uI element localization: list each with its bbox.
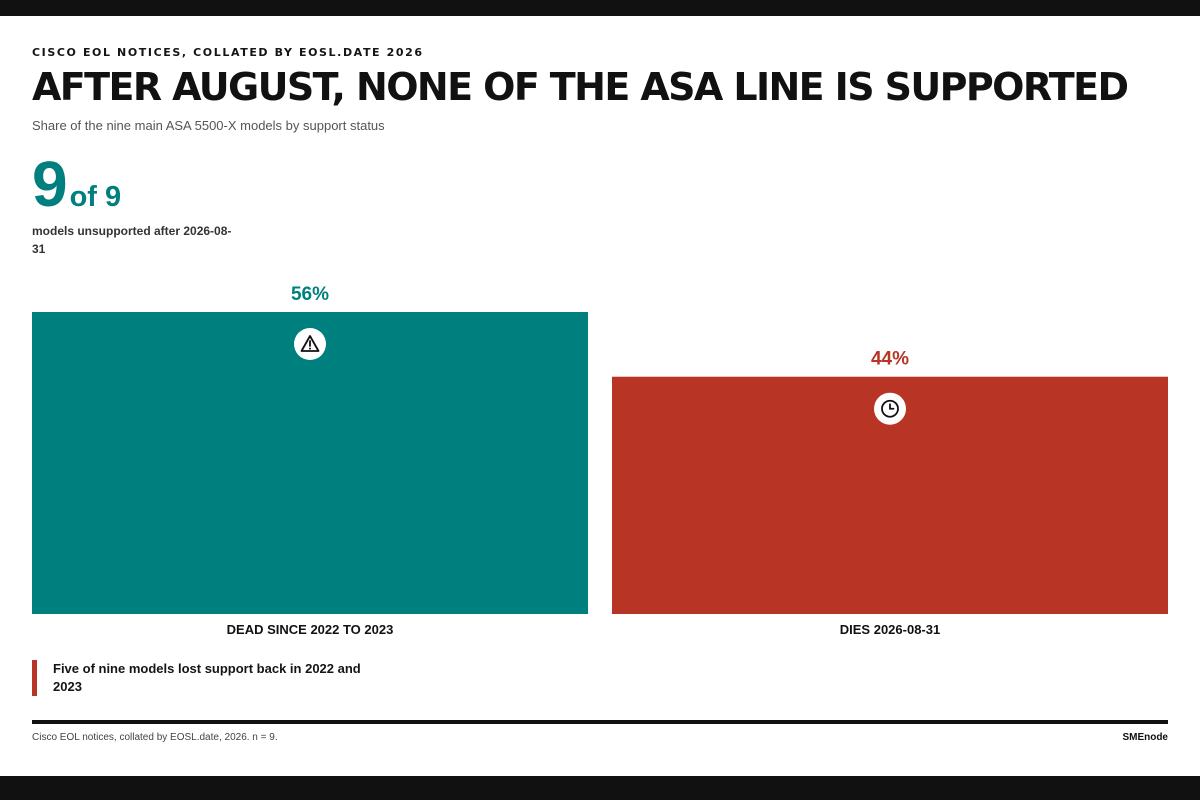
chart-page: CISCO EOL NOTICES, COLLATED BY EOSL.DATE…: [0, 16, 1200, 776]
footer-rule: [32, 720, 1168, 724]
category-label-2: DIES 2026-08-31: [840, 622, 940, 637]
brand-label: SMEnode: [1122, 732, 1168, 743]
bar-chart: 56% DEAD SINCE 2022 TO 2023 44% DIES 2026-0…: [32, 284, 1168, 637]
chart-title: AFTER AUGUST, NONE OF THE ASA LINE IS SU…: [32, 65, 1129, 109]
source-note: Cisco EOL notices, collated by EOSL.date…: [32, 732, 278, 743]
chart-subtitle: Share of the nine main ASA 5500-X models…: [32, 118, 385, 133]
kicker: CISCO EOL NOTICES, COLLATED BY EOSL.DATE…: [32, 46, 424, 59]
annotation-note: Five of nine models lost support back in…: [32, 660, 393, 696]
value-label-1: 56%: [291, 284, 329, 305]
clock-icon: [874, 392, 906, 425]
big-stat-value: 9: [32, 148, 68, 220]
big-stat: 9 of 9: [32, 152, 121, 216]
warning-icon: [294, 328, 326, 360]
stat-description: models unsupported after 2026-08-31: [32, 224, 232, 256]
big-stat-of: of 9: [69, 181, 122, 213]
bar-1: [32, 312, 588, 614]
category-label-1: DEAD SINCE 2022 TO 2023: [227, 622, 394, 637]
value-label-2: 44%: [871, 349, 909, 370]
